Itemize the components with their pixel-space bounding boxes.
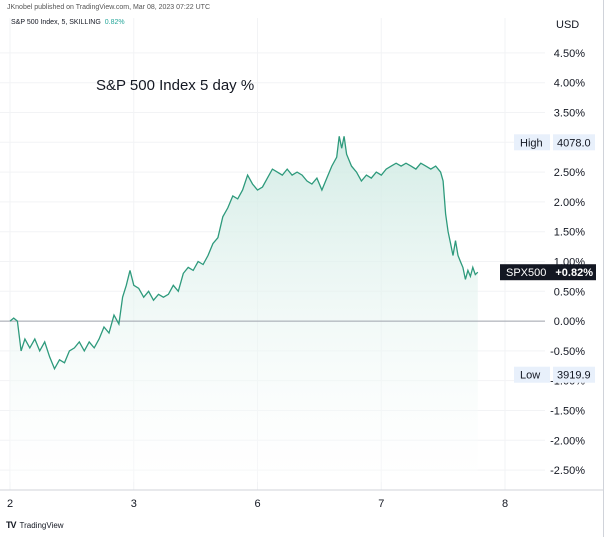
price-markers: High 4078.0 Low 3919.9 SPX500 +0.82%	[500, 134, 596, 383]
symbol-legend-change: 0.82%	[104, 19, 125, 26]
y-tick-label: 2.50%	[554, 167, 585, 179]
high-marker: High 4078.0	[514, 134, 595, 151]
y-tick-label: 4.00%	[554, 78, 585, 90]
published-caption: JKnobel published on TradingView.com, Ma…	[7, 4, 210, 11]
last-price-badge-label: SPX500	[506, 267, 546, 279]
high-marker-value: 4078.0	[557, 137, 591, 149]
y-tick-label: 4.50%	[554, 48, 585, 60]
tradingview-logo-text: TradingView	[19, 520, 64, 530]
y-tick-label: 3.50%	[554, 107, 585, 119]
low-marker-value: 3919.9	[557, 370, 591, 382]
tradingview-logo[interactable]: TV TradingView	[6, 520, 64, 530]
symbol-legend: S&P 500 Index, 5, SKILLING 0.82%	[11, 19, 125, 26]
x-tick-label[interactable]: 7	[378, 498, 384, 510]
tradingview-logo-icon: TV	[6, 520, 16, 530]
y-tick-label: 2.00%	[554, 197, 585, 209]
low-marker-value-bg	[553, 366, 595, 383]
x-tick-label[interactable]: 8	[502, 498, 508, 510]
y-tick-label: -0.50%	[550, 346, 585, 358]
frame-border	[603, 0, 604, 537]
y-axis: 4.50%4.00%3.50%3.00%2.50%2.00%1.50%1.00%…	[550, 48, 585, 477]
low-marker: Low 3919.9	[514, 366, 595, 383]
high-marker-label-bg	[514, 134, 550, 151]
price-line	[9, 136, 479, 371]
y-tick-label: -1.50%	[550, 405, 585, 417]
x-tick-label[interactable]: 3	[131, 498, 137, 510]
y-tick-label: -2.00%	[550, 435, 585, 447]
y-tick-label: 1.50%	[554, 227, 585, 239]
high-marker-label: High	[520, 137, 543, 149]
low-marker-label-bg	[514, 366, 550, 383]
high-marker-value-bg	[553, 134, 595, 151]
last-price-badge-bg	[500, 264, 596, 281]
chart-title: S&P 500 Index 5 day %	[96, 77, 254, 94]
y-tick-label: -2.50%	[550, 465, 585, 477]
y-tick-label: 0.00%	[554, 316, 585, 328]
low-marker-label: Low	[520, 370, 540, 382]
area-fill	[10, 136, 478, 483]
y-tick-label: 0.50%	[554, 286, 585, 298]
x-tick-label[interactable]: 6	[254, 498, 260, 510]
x-axis[interactable]: 2 3 6 7 8	[7, 498, 508, 510]
symbol-legend-name: S&P 500 Index, 5, SKILLING	[11, 19, 101, 26]
last-price-badge-value: +0.82%	[555, 267, 593, 279]
last-price-badge: SPX500 +0.82%	[500, 264, 596, 281]
x-tick-label[interactable]: 2	[7, 498, 13, 510]
currency-label: USD	[556, 19, 580, 31]
